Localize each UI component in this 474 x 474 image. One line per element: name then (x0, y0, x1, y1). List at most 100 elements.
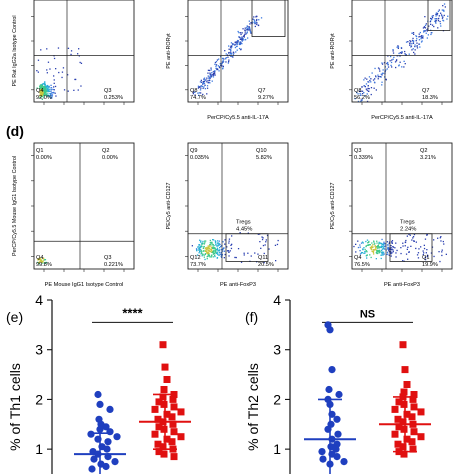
event-dot (40, 91, 42, 93)
event-dot (391, 240, 394, 242)
event-dot (67, 74, 69, 76)
event-dot (369, 79, 371, 82)
event-dot (383, 241, 385, 243)
significance-label: **** (122, 305, 143, 320)
event-dot (235, 256, 237, 259)
event-dot (203, 78, 205, 80)
event-dot (371, 246, 373, 248)
event-dot (442, 16, 444, 18)
y-tick-label: 2 (35, 391, 43, 407)
data-point (159, 443, 167, 451)
event-dot (396, 249, 398, 252)
data-point (333, 453, 341, 461)
data-point (168, 438, 176, 446)
quadrant-label: Q2 (102, 148, 109, 154)
data-point (328, 366, 336, 374)
event-dot (40, 260, 42, 262)
event-dot (36, 87, 38, 89)
event-dot (422, 254, 424, 256)
event-dot (377, 67, 380, 69)
event-dot (53, 89, 55, 91)
event-dot (405, 54, 407, 56)
data-point (106, 428, 114, 436)
event-dot (377, 250, 379, 252)
event-dot (233, 52, 235, 54)
event-dot (203, 256, 205, 258)
event-dot (390, 253, 392, 255)
event-dot (42, 257, 44, 259)
event-dot (377, 78, 379, 80)
event-dot (396, 59, 398, 61)
event-dot (198, 244, 200, 246)
series-group (74, 390, 126, 474)
event-dot (58, 71, 60, 74)
quadrant-value: 0.00% (36, 155, 52, 161)
event-dot (218, 66, 221, 68)
event-dot (424, 30, 426, 32)
event-dot (223, 247, 225, 249)
event-dot (211, 251, 213, 253)
event-dot (201, 242, 203, 244)
data-point (340, 458, 348, 466)
event-dot (203, 86, 205, 88)
event-dot (381, 74, 383, 76)
event-dot (411, 239, 413, 241)
event-dot (394, 61, 397, 63)
event-dot (395, 242, 397, 244)
event-dot (372, 244, 374, 246)
event-dot (447, 15, 449, 17)
event-dot (219, 253, 221, 256)
event-dot (398, 65, 400, 67)
event-dot (403, 66, 405, 68)
event-dot (217, 242, 219, 244)
event-dot (206, 251, 209, 253)
event-dot (392, 246, 394, 248)
event-dot (416, 45, 418, 47)
event-dot (401, 51, 403, 53)
event-dot (383, 245, 386, 247)
gate-label: Tregs (400, 220, 415, 226)
event-dot (46, 48, 48, 50)
event-dot (243, 254, 245, 256)
event-dot (366, 93, 368, 95)
event-dot (426, 234, 428, 236)
event-dot (213, 245, 215, 247)
event-dot (387, 253, 389, 255)
event-dot (355, 251, 357, 253)
event-dot (41, 88, 43, 90)
event-dot (212, 239, 214, 241)
event-dot (39, 96, 41, 99)
event-dot (211, 80, 213, 82)
event-dot (198, 252, 200, 254)
event-dot (417, 257, 420, 259)
event-dot (50, 97, 52, 99)
event-dot (443, 243, 445, 245)
event-dot (433, 239, 435, 241)
event-dot (249, 29, 251, 31)
event-dot (441, 249, 443, 251)
event-dot (47, 86, 49, 88)
event-dot (363, 85, 366, 87)
event-dot (45, 90, 47, 92)
event-dot (210, 249, 213, 251)
event-dot (386, 241, 389, 243)
quadrant-value: 76.5% (354, 262, 370, 268)
event-dot (418, 36, 420, 38)
event-dot (357, 100, 360, 103)
event-dot (40, 258, 42, 260)
event-dot (366, 100, 369, 103)
event-dot (214, 249, 216, 252)
event-dot (209, 77, 211, 79)
event-dot (196, 250, 198, 252)
event-dot (216, 252, 218, 254)
event-dot (418, 43, 420, 45)
event-dot (239, 43, 241, 45)
series-group (379, 341, 431, 458)
event-dot (208, 247, 210, 249)
event-dot (204, 253, 206, 256)
event-dot (203, 250, 205, 252)
event-dot (377, 252, 379, 255)
event-dot (420, 41, 423, 43)
event-dot (52, 92, 54, 94)
